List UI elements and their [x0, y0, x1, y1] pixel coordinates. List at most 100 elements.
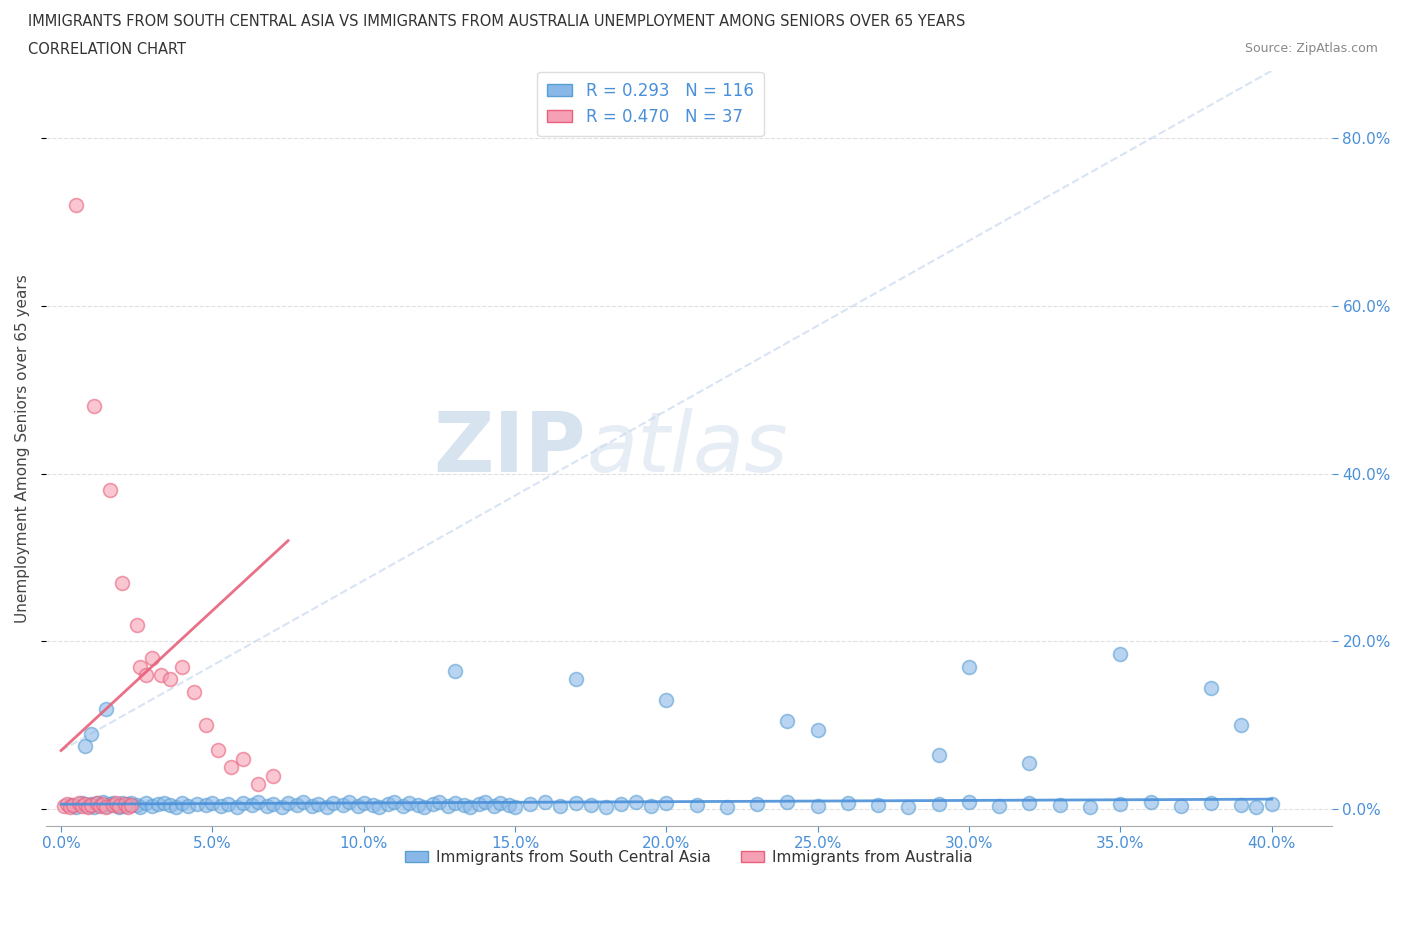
Point — [277, 796, 299, 811]
Point — [59, 798, 82, 813]
Point — [1199, 680, 1222, 695]
Point — [957, 659, 980, 674]
Point — [453, 798, 475, 813]
Point — [172, 796, 194, 811]
Point — [107, 799, 129, 814]
Point — [101, 795, 124, 810]
Point — [1078, 799, 1101, 814]
Point — [93, 794, 115, 809]
Point — [1230, 798, 1253, 813]
Point — [232, 796, 254, 811]
Point — [195, 798, 218, 813]
Point — [353, 795, 375, 810]
Point — [489, 796, 512, 811]
Point — [1246, 799, 1268, 814]
Point — [413, 799, 436, 814]
Point — [474, 794, 496, 809]
Point — [117, 799, 139, 814]
Point — [98, 483, 121, 498]
Point — [1018, 756, 1040, 771]
Point — [745, 797, 768, 812]
Text: CORRELATION CHART: CORRELATION CHART — [28, 42, 186, 57]
Point — [120, 795, 142, 810]
Point — [301, 799, 323, 814]
Point — [807, 799, 830, 814]
Point — [117, 797, 139, 812]
Point — [186, 797, 208, 812]
Point — [482, 799, 505, 814]
Point — [564, 796, 586, 811]
Y-axis label: Unemployment Among Seniors over 65 years: Unemployment Among Seniors over 65 years — [15, 274, 30, 623]
Point — [262, 797, 284, 812]
Point — [217, 797, 239, 812]
Point — [322, 796, 344, 811]
Point — [498, 798, 520, 813]
Point — [422, 797, 444, 812]
Point — [655, 796, 678, 811]
Point — [211, 799, 233, 814]
Point — [114, 797, 136, 812]
Text: IMMIGRANTS FROM SOUTH CENTRAL ASIA VS IMMIGRANTS FROM AUSTRALIA UNEMPLOYMENT AMO: IMMIGRANTS FROM SOUTH CENTRAL ASIA VS IM… — [28, 14, 966, 29]
Point — [89, 798, 111, 813]
Point — [141, 799, 163, 814]
Point — [1109, 646, 1132, 661]
Point — [83, 799, 105, 814]
Point — [256, 799, 278, 814]
Point — [177, 799, 200, 814]
Point — [75, 738, 97, 753]
Point — [807, 722, 830, 737]
Point — [837, 796, 859, 811]
Point — [957, 794, 980, 809]
Point — [467, 797, 489, 812]
Point — [382, 794, 405, 809]
Point — [125, 618, 148, 632]
Point — [80, 726, 103, 741]
Point — [1230, 718, 1253, 733]
Point — [65, 799, 87, 814]
Text: atlas: atlas — [586, 408, 787, 489]
Point — [114, 799, 136, 814]
Point — [72, 795, 94, 810]
Point — [146, 797, 169, 812]
Point — [96, 799, 118, 814]
Point — [246, 794, 269, 809]
Point — [519, 797, 541, 812]
Point — [595, 799, 617, 814]
Point — [776, 713, 799, 728]
Point — [285, 798, 308, 813]
Point — [201, 795, 224, 810]
Point — [776, 794, 799, 809]
Point — [96, 701, 118, 716]
Point — [292, 794, 315, 809]
Point — [1139, 794, 1161, 809]
Point — [128, 659, 150, 674]
Point — [207, 743, 229, 758]
Point — [316, 799, 339, 814]
Text: Source: ZipAtlas.com: Source: ZipAtlas.com — [1244, 42, 1378, 55]
Point — [332, 798, 354, 813]
Point — [398, 796, 420, 811]
Point — [86, 796, 108, 811]
Point — [437, 799, 460, 814]
Point — [89, 799, 111, 814]
Point — [135, 668, 157, 683]
Point — [159, 671, 181, 686]
Point — [443, 663, 465, 678]
Point — [988, 799, 1011, 814]
Point — [271, 799, 294, 814]
Point — [240, 798, 263, 813]
Point — [458, 799, 481, 814]
Point — [141, 651, 163, 666]
Point — [361, 798, 384, 813]
Point — [928, 747, 950, 762]
Point — [77, 799, 100, 814]
Point — [579, 798, 602, 813]
Point — [534, 794, 557, 809]
Point — [107, 799, 129, 814]
Point — [503, 799, 526, 814]
Point — [67, 796, 90, 811]
Point — [443, 796, 465, 811]
Point — [367, 799, 389, 814]
Point — [897, 799, 920, 814]
Point — [655, 693, 678, 708]
